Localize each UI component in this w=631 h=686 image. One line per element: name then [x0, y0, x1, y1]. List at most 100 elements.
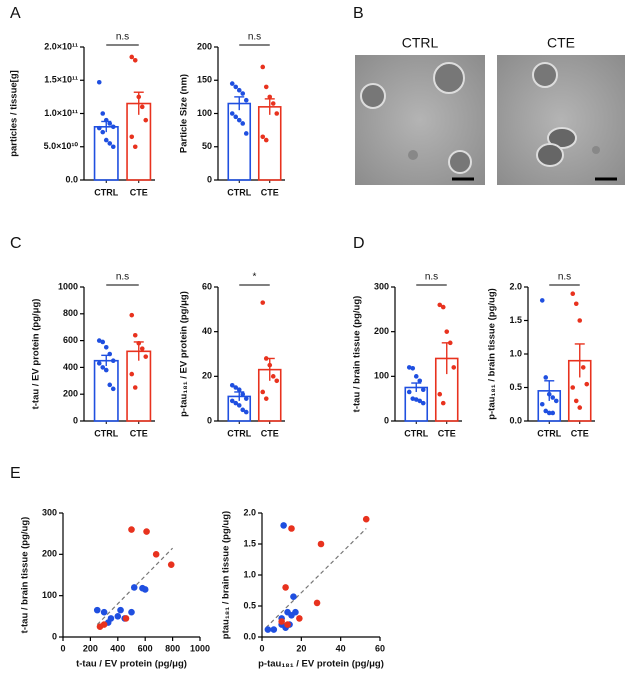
data-point	[132, 332, 138, 338]
y-tick-label: 0.0	[509, 415, 522, 425]
y-axis-label: p-tau₁₈₁ / EV protein (pg/μg)	[179, 291, 190, 417]
y-tick-label: 300	[42, 507, 57, 517]
data-point	[229, 382, 235, 388]
x-tick-label: CTRL	[537, 428, 561, 438]
significance-label: n.s	[116, 32, 129, 43]
panel-label: A	[10, 5, 21, 22]
data-point	[260, 134, 266, 140]
data-point	[570, 385, 576, 390]
x-tick-label: CTRL	[227, 187, 251, 197]
data-point	[543, 375, 549, 380]
data-point	[96, 125, 102, 131]
x-tick-label: 60	[375, 643, 385, 653]
data-point	[240, 391, 246, 397]
y-tick-label: 800	[63, 308, 78, 318]
data-point	[260, 300, 266, 305]
data-point	[437, 302, 443, 308]
x-tick-label: 600	[138, 643, 153, 653]
x-tick-label: 200	[83, 643, 98, 653]
y-axis-label: t-tau / brain tissue (pg/ug)	[352, 296, 363, 413]
fit-line	[96, 547, 174, 626]
data-point	[243, 131, 249, 136]
data-point	[100, 365, 106, 370]
data-point	[263, 84, 269, 90]
x-tick-label: CTRL	[404, 428, 428, 438]
y-tick-label: 150	[197, 75, 212, 85]
data-point	[240, 407, 246, 413]
data-point	[278, 618, 285, 625]
y-axis-label: p-tau₁₈₁ / brain tissue (pg/ug)	[487, 288, 498, 420]
data-point	[290, 593, 297, 600]
data-point	[243, 97, 249, 103]
y-tick-label: 1.0	[243, 569, 256, 579]
data-point	[267, 362, 273, 368]
y-tick-label: 2.0	[243, 507, 256, 517]
x-tick-label: CTE	[261, 187, 279, 197]
y-tick-label: 0	[52, 631, 57, 641]
bar	[93, 126, 119, 181]
y-tick-label: 1.5×10¹¹	[44, 75, 78, 85]
data-point	[128, 608, 135, 616]
y-tick-label: 1000	[58, 281, 78, 291]
data-point	[143, 354, 149, 359]
data-point	[546, 391, 552, 397]
data-point	[110, 386, 116, 392]
y-axis-label: t-tau / brain tissue (pg/ug)	[20, 517, 31, 634]
data-point	[584, 381, 590, 387]
data-point	[284, 621, 291, 628]
y-tick-label: 0.5	[243, 600, 256, 610]
x-tick-label: CTRL	[94, 187, 118, 197]
data-point	[243, 409, 249, 415]
em-image	[497, 55, 625, 185]
data-point	[100, 608, 108, 616]
data-point	[260, 64, 266, 70]
data-point	[229, 111, 235, 116]
significance-label: n.s	[425, 272, 438, 283]
x-tick-label: CTE	[130, 187, 148, 197]
data-point	[417, 398, 423, 404]
significance-label: n.s	[558, 272, 571, 283]
x-tick-label: CTE	[438, 428, 456, 438]
fit-line	[265, 528, 367, 629]
data-point	[577, 318, 583, 323]
y-tick-label: 1.0	[509, 348, 522, 358]
y-axis-label: Particle Size (nm)	[179, 74, 190, 153]
data-point	[451, 365, 457, 370]
y-axis-label: t-tau / EV protein (pg/μg)	[31, 299, 42, 410]
significance-label: n.s	[248, 32, 261, 43]
data-point	[580, 365, 586, 370]
data-point	[103, 117, 109, 123]
data-point	[100, 621, 108, 628]
x-tick-label: CTE	[571, 428, 589, 438]
data-point	[282, 584, 289, 591]
data-point	[573, 301, 579, 307]
data-point	[141, 586, 149, 593]
data-point	[110, 144, 116, 150]
y-tick-label: 0.0	[243, 631, 256, 641]
x-axis-label: t-tau / EV protein (pg/μg)	[76, 659, 187, 670]
data-point	[413, 397, 419, 402]
data-point	[270, 626, 278, 633]
x-tick-label: CTRL	[94, 428, 118, 438]
y-tick-label: 0	[73, 415, 78, 425]
data-point	[240, 91, 246, 96]
data-point	[236, 87, 242, 93]
data-point	[420, 387, 426, 393]
data-point	[420, 400, 426, 406]
data-point	[444, 329, 450, 334]
data-point	[122, 615, 130, 622]
y-axis-label: ptau₁₈₁ / brain tissue (pg/ug)	[221, 511, 232, 639]
data-point	[236, 117, 242, 123]
data-point	[110, 358, 116, 364]
y-tick-label: 100	[42, 590, 57, 600]
data-point	[317, 540, 325, 548]
data-point	[136, 340, 142, 346]
data-point	[130, 584, 138, 591]
data-point	[296, 615, 303, 622]
y-tick-label: 200	[63, 389, 78, 399]
data-point	[107, 382, 113, 388]
x-tick-label: 1000	[190, 643, 210, 653]
data-point	[280, 522, 287, 529]
data-point	[167, 561, 175, 568]
data-point	[107, 121, 113, 126]
